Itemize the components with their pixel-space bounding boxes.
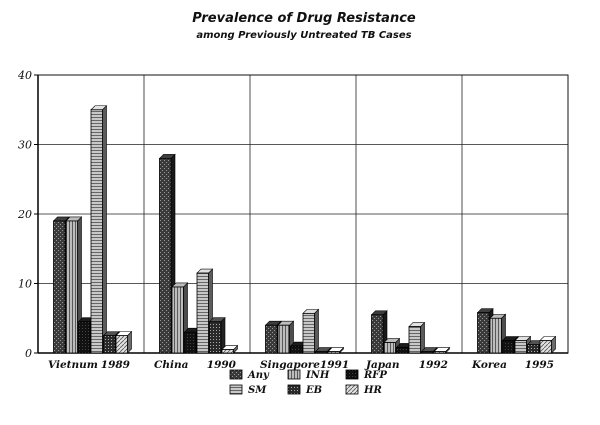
legend-label: Any [247, 370, 270, 381]
legend-swatch [287, 384, 301, 395]
y-tick-label: 0 [25, 347, 32, 360]
legend-label: SM [248, 385, 267, 396]
category-country-4: Korea [471, 359, 507, 371]
category-country-3: Japan [364, 359, 400, 371]
bars [52, 105, 557, 354]
legend-swatch [229, 369, 243, 380]
chart-subtitle: among Previously Untreated TB Cases [196, 30, 411, 41]
legend: Any INH RFP SM EB HR [229, 369, 387, 396]
category-year-1: 1990 [207, 359, 237, 371]
category-year-4: 1995 [525, 359, 554, 371]
legend-item-rfp: RFP [345, 369, 387, 381]
grid [37, 74, 569, 354]
bar-hr-4 [539, 335, 557, 354]
legend-item-sm: SM [229, 384, 267, 396]
category-year-3: 1992 [419, 359, 448, 371]
legend-swatch [287, 369, 301, 380]
legend-label: INH [305, 370, 330, 381]
bar-hr-1 [221, 344, 239, 354]
chart-title: Prevalence of Drug Resistance [192, 11, 416, 26]
bar-sm-3 [408, 321, 426, 354]
bar-hr-0 [115, 330, 133, 354]
y-tick-label: 10 [18, 278, 32, 291]
bar-sm-2 [302, 308, 320, 354]
legend-item-inh: INH [287, 369, 330, 381]
legend-item-eb: EB [287, 384, 322, 396]
legend-label: EB [305, 385, 322, 396]
category-labels: Vietnum 1989 China 1990 Singapore1991 Japan 19… [48, 359, 554, 371]
y-tick-labels: 0 10 20 30 40 [17, 69, 38, 360]
legend-swatch [345, 384, 359, 395]
y-tick-label: 40 [17, 69, 32, 82]
legend-item-any: Any [229, 369, 270, 381]
legend-swatch [229, 384, 243, 395]
legend-label: HR [363, 385, 382, 396]
bar-hr-3 [433, 346, 451, 354]
category-year-0: 1989 [101, 359, 131, 371]
bar-inh-0 [65, 216, 83, 354]
legend-label: RFP [363, 370, 387, 381]
category-country-2: Singapore1991 [260, 359, 349, 371]
y-tick-label: 20 [17, 208, 32, 221]
bar-sm-0 [90, 105, 108, 354]
bar-hr-2 [327, 346, 345, 354]
bar-eb-1 [208, 317, 226, 354]
category-country-1: China [154, 359, 189, 371]
legend-swatch [345, 369, 359, 380]
legend-item-hr: HR [345, 384, 382, 396]
category-country-0: Vietnum [48, 359, 98, 371]
y-tick-label: 30 [18, 139, 32, 152]
